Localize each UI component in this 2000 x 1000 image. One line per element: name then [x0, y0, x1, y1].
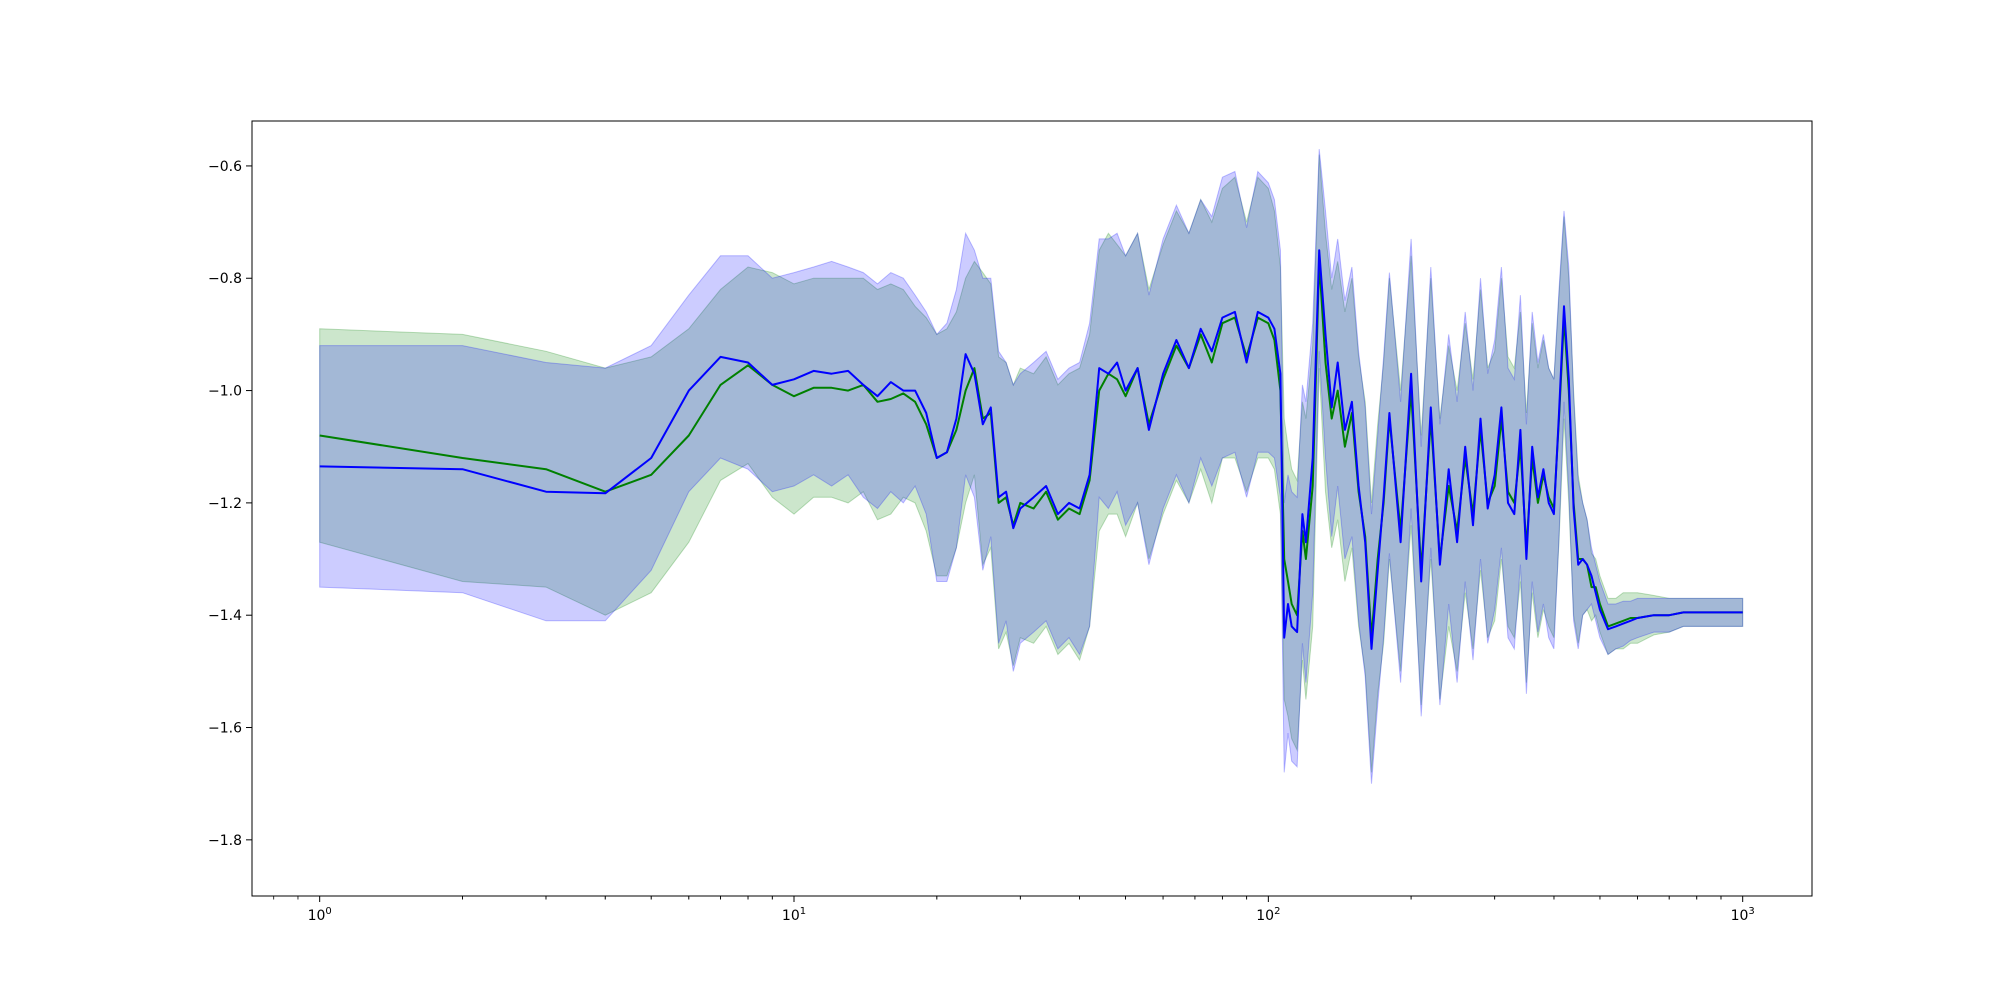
x-tick-label: 101	[782, 906, 806, 924]
band-series-1	[319, 154, 1744, 773]
y-tick-label: −1.2	[208, 496, 242, 512]
y-tick-label: −1.4	[208, 608, 242, 624]
y-tick-label: −1.0	[208, 384, 242, 400]
confidence-bands	[319, 149, 1744, 784]
x-axis: 100 101 102 103	[273, 896, 1755, 924]
x-tick-label: 103	[1731, 906, 1755, 924]
x-tick-label: 102	[1256, 906, 1280, 924]
plot-frame	[251, 120, 1813, 897]
y-axis: −0.6 −0.8 −1.0 −1.2 −1.4 −1.6 −1.8	[208, 159, 252, 849]
y-tick-label: −1.8	[208, 833, 242, 849]
band-series-2	[319, 149, 1744, 784]
y-tick-label: −0.8	[208, 271, 242, 287]
series-lines	[319, 249, 1743, 650]
x-tick-label: 100	[308, 906, 332, 924]
y-tick-label: −1.6	[208, 721, 242, 737]
y-tick-label: −0.6	[208, 159, 242, 175]
line-series-2	[319, 249, 1743, 650]
